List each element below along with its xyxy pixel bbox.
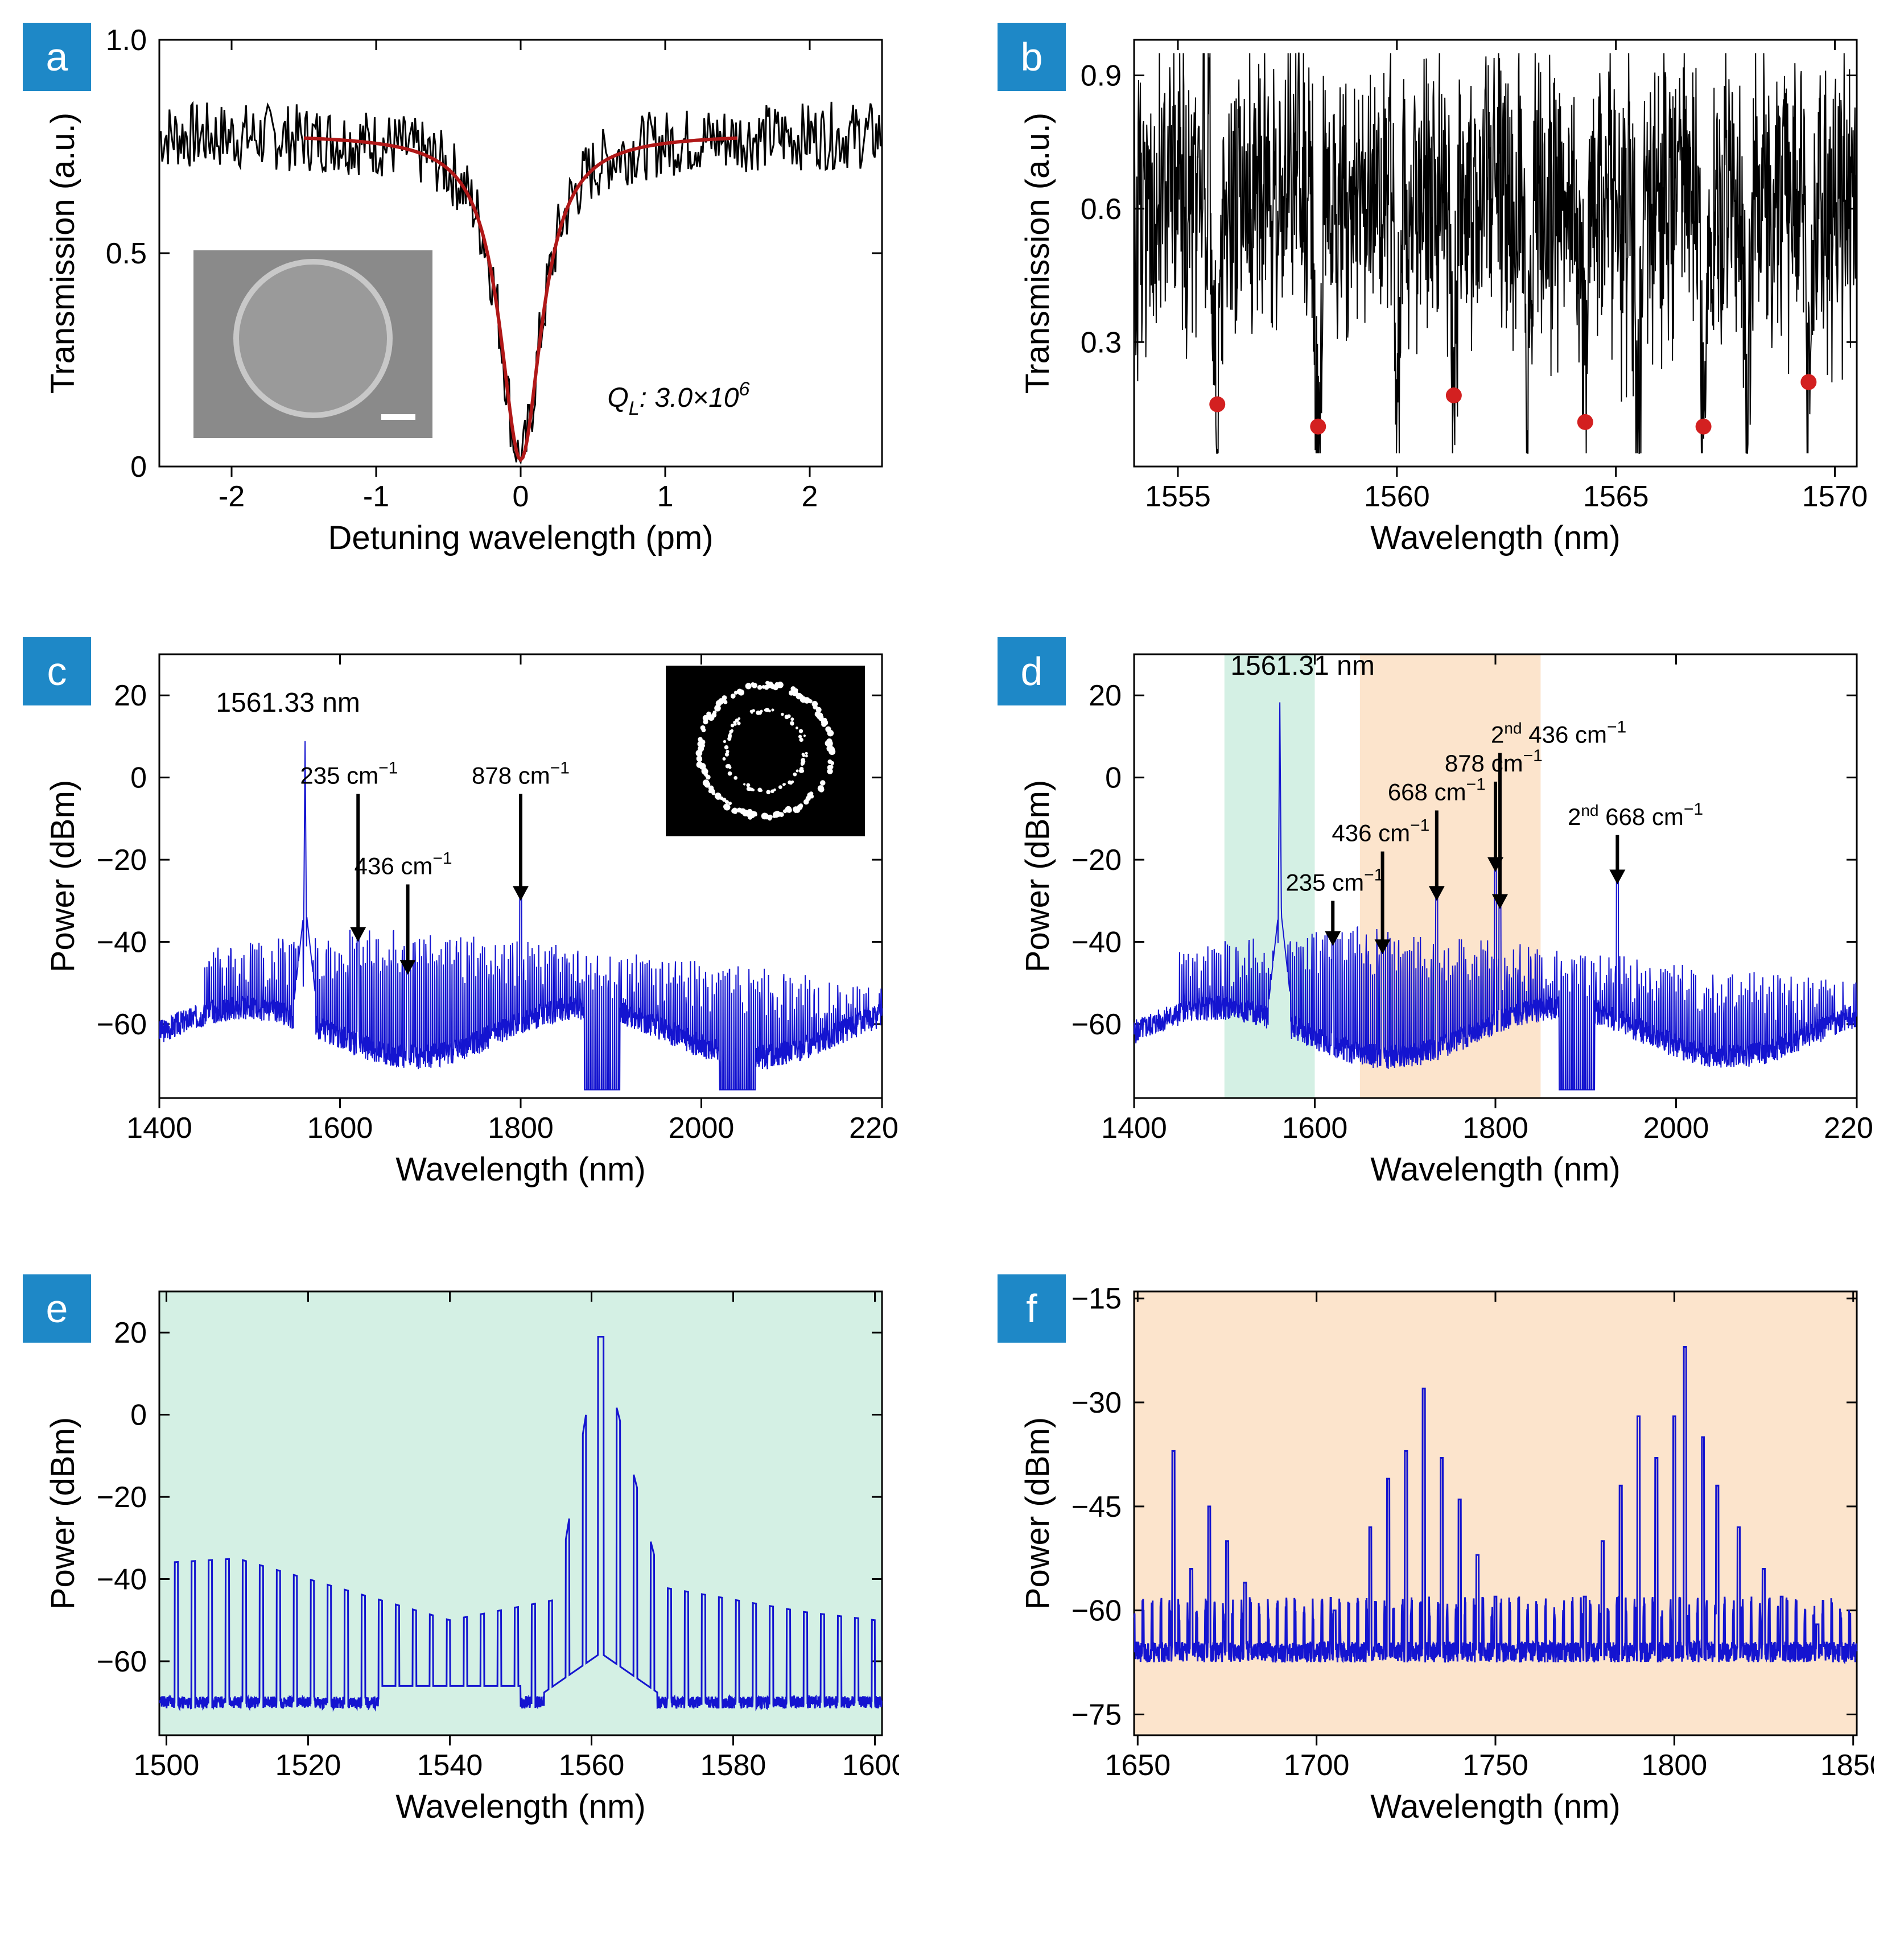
chart-f: 1650 1700 1750 1800 1850 −75 −60 −45 −30 −15 Wavel… — [998, 1274, 1874, 1843]
svg-text:-2: -2 — [219, 480, 245, 513]
panel-c: c 1400 1600 1800 2000 2200 −60 −40 −20 0 20 Wavele… — [23, 637, 906, 1206]
svg-text:2nd 668 cm−1: 2nd 668 cm−1 — [1568, 800, 1703, 830]
svg-text:QL: 3.0×106: QL: 3.0×106 — [607, 378, 749, 419]
svg-text:20: 20 — [1089, 679, 1122, 712]
svg-text:0.9: 0.9 — [1081, 60, 1122, 93]
svg-text:1800: 1800 — [1462, 1112, 1528, 1145]
svg-text:1600: 1600 — [307, 1112, 373, 1145]
svg-text:2200: 2200 — [1824, 1112, 1874, 1145]
svg-text:Wavelength (nm): Wavelength (nm) — [1370, 519, 1620, 556]
svg-text:1: 1 — [657, 480, 674, 513]
svg-text:1400: 1400 — [1101, 1112, 1167, 1145]
svg-text:−60: −60 — [1071, 1595, 1122, 1628]
svg-text:Power (dBm): Power (dBm) — [44, 780, 81, 972]
svg-text:2: 2 — [802, 480, 818, 513]
svg-text:1400: 1400 — [126, 1112, 192, 1145]
panel-badge-c: c — [23, 637, 91, 705]
svg-text:−40: −40 — [97, 1563, 147, 1596]
svg-text:0: 0 — [130, 1399, 147, 1432]
svg-text:2200: 2200 — [849, 1112, 899, 1145]
svg-text:Wavelength (nm): Wavelength (nm) — [1370, 1788, 1620, 1825]
panel-badge-a: a — [23, 23, 91, 91]
panel-badge-b: b — [998, 23, 1066, 91]
svg-text:1561.33 nm: 1561.33 nm — [216, 688, 360, 718]
svg-text:Wavelength (nm): Wavelength (nm) — [1370, 1151, 1620, 1188]
svg-text:1600: 1600 — [842, 1749, 899, 1782]
svg-text:1565: 1565 — [1583, 480, 1649, 513]
panel-e: e 1500 1520 1540 1560 1580 1600 −60 −40 −20 0 20 Wa… — [23, 1274, 906, 1843]
svg-text:436 cm−1: 436 cm−1 — [355, 849, 452, 879]
svg-text:20: 20 — [114, 679, 147, 712]
svg-text:878 cm−1: 878 cm−1 — [472, 759, 570, 789]
svg-text:1800: 1800 — [1642, 1749, 1708, 1782]
svg-text:Power (dBm): Power (dBm) — [1019, 1417, 1056, 1609]
svg-text:−40: −40 — [1071, 926, 1122, 959]
chart-d: 1400 1600 1800 2000 2200 −60 −40 −20 0 20 Waveleng… — [998, 637, 1874, 1206]
svg-text:1520: 1520 — [275, 1749, 341, 1782]
svg-text:1800: 1800 — [488, 1112, 554, 1145]
svg-text:Detuning wavelength (pm): Detuning wavelength (pm) — [328, 519, 713, 556]
svg-text:235 cm−1: 235 cm−1 — [300, 759, 398, 789]
svg-text:1560: 1560 — [559, 1749, 625, 1782]
svg-text:1600: 1600 — [1282, 1112, 1348, 1145]
svg-text:0: 0 — [130, 451, 147, 484]
svg-text:1570: 1570 — [1802, 480, 1868, 513]
chart-a: -2 -1 0 1 2 0 0.5 1.0 Detuning wavelength (pm) Tr… — [23, 23, 899, 569]
svg-text:−60: −60 — [1071, 1008, 1122, 1041]
svg-text:1561.31 nm: 1561.31 nm — [1230, 651, 1375, 681]
svg-text:1560: 1560 — [1364, 480, 1430, 513]
svg-text:−20: −20 — [97, 1481, 147, 1514]
svg-text:Power (dBm): Power (dBm) — [1019, 780, 1056, 972]
svg-text:Power (dBm): Power (dBm) — [44, 1417, 81, 1609]
panel-d: d 1400 1600 1800 2000 2200 −60 −40 −20 0 20 Wavele… — [998, 637, 1881, 1206]
svg-text:1500: 1500 — [134, 1749, 200, 1782]
svg-text:0: 0 — [1105, 762, 1122, 795]
svg-text:−45: −45 — [1071, 1491, 1122, 1524]
svg-text:0: 0 — [513, 480, 529, 513]
svg-text:−60: −60 — [97, 1645, 147, 1678]
svg-text:1.0: 1.0 — [106, 24, 147, 57]
svg-text:0: 0 — [130, 762, 147, 795]
svg-text:-1: -1 — [363, 480, 389, 513]
panel-f: f 1650 1700 1750 1800 1850 −75 −60 −45 −30 −15 Wav… — [998, 1274, 1881, 1843]
svg-text:1580: 1580 — [700, 1749, 766, 1782]
svg-text:−75: −75 — [1071, 1698, 1122, 1731]
panel-badge-e: e — [23, 1274, 91, 1343]
svg-text:0.6: 0.6 — [1081, 193, 1122, 226]
svg-text:0.3: 0.3 — [1081, 326, 1122, 359]
svg-text:20: 20 — [114, 1316, 147, 1349]
svg-text:Wavelength (nm): Wavelength (nm) — [395, 1788, 645, 1825]
chart-b: 1555 1560 1565 1570 0.3 0.6 0.9 Wavelength (nm)… — [998, 23, 1874, 569]
panel-b: b 1555 1560 1565 1570 0.3 0.6 0.9 Wavelength (n… — [998, 23, 1881, 569]
chart-e: 1500 1520 1540 1560 1580 1600 −60 −40 −20 0 20 Wave… — [23, 1274, 899, 1843]
svg-text:−30: −30 — [1071, 1386, 1122, 1419]
chart-c: 1400 1600 1800 2000 2200 −60 −40 −20 0 20 Waveleng… — [23, 637, 899, 1206]
svg-text:−20: −20 — [97, 844, 147, 877]
svg-text:0.5: 0.5 — [106, 237, 147, 270]
row-1: a -2 -1 0 1 2 0 0.5 1.0 Detuning wavelength (pm)… — [23, 23, 1881, 569]
row-3: e 1500 1520 1540 1560 1580 1600 −60 −40 −20 0 20 Wa… — [23, 1274, 1881, 1843]
svg-text:2000: 2000 — [669, 1112, 735, 1145]
svg-text:2000: 2000 — [1643, 1112, 1709, 1145]
svg-text:−15: −15 — [1071, 1282, 1122, 1315]
svg-text:1850: 1850 — [1820, 1749, 1874, 1782]
svg-text:1540: 1540 — [417, 1749, 483, 1782]
svg-text:1650: 1650 — [1105, 1749, 1171, 1782]
svg-text:−20: −20 — [1071, 844, 1122, 877]
row-2: c 1400 1600 1800 2000 2200 −60 −40 −20 0 20 Wavele… — [23, 637, 1881, 1206]
figure-container: a -2-101200.51.0Detuning wavelength (pm)… — [0, 0, 1904, 1866]
svg-text:−40: −40 — [97, 926, 147, 959]
svg-text:1700: 1700 — [1284, 1749, 1350, 1782]
svg-text:Transmission (a.u.): Transmission (a.u.) — [44, 113, 81, 394]
svg-text:Transmission (a.u.): Transmission (a.u.) — [1019, 113, 1056, 394]
svg-text:−60: −60 — [97, 1008, 147, 1041]
panel-badge-d: d — [998, 637, 1066, 705]
panel-badge-f: f — [998, 1274, 1066, 1343]
svg-text:1750: 1750 — [1462, 1749, 1528, 1782]
svg-text:1555: 1555 — [1145, 480, 1211, 513]
svg-text:Wavelength (nm): Wavelength (nm) — [395, 1151, 645, 1188]
panel-a: a -2 -1 0 1 2 0 0.5 1.0 Detuning wavelength (pm)… — [23, 23, 906, 569]
